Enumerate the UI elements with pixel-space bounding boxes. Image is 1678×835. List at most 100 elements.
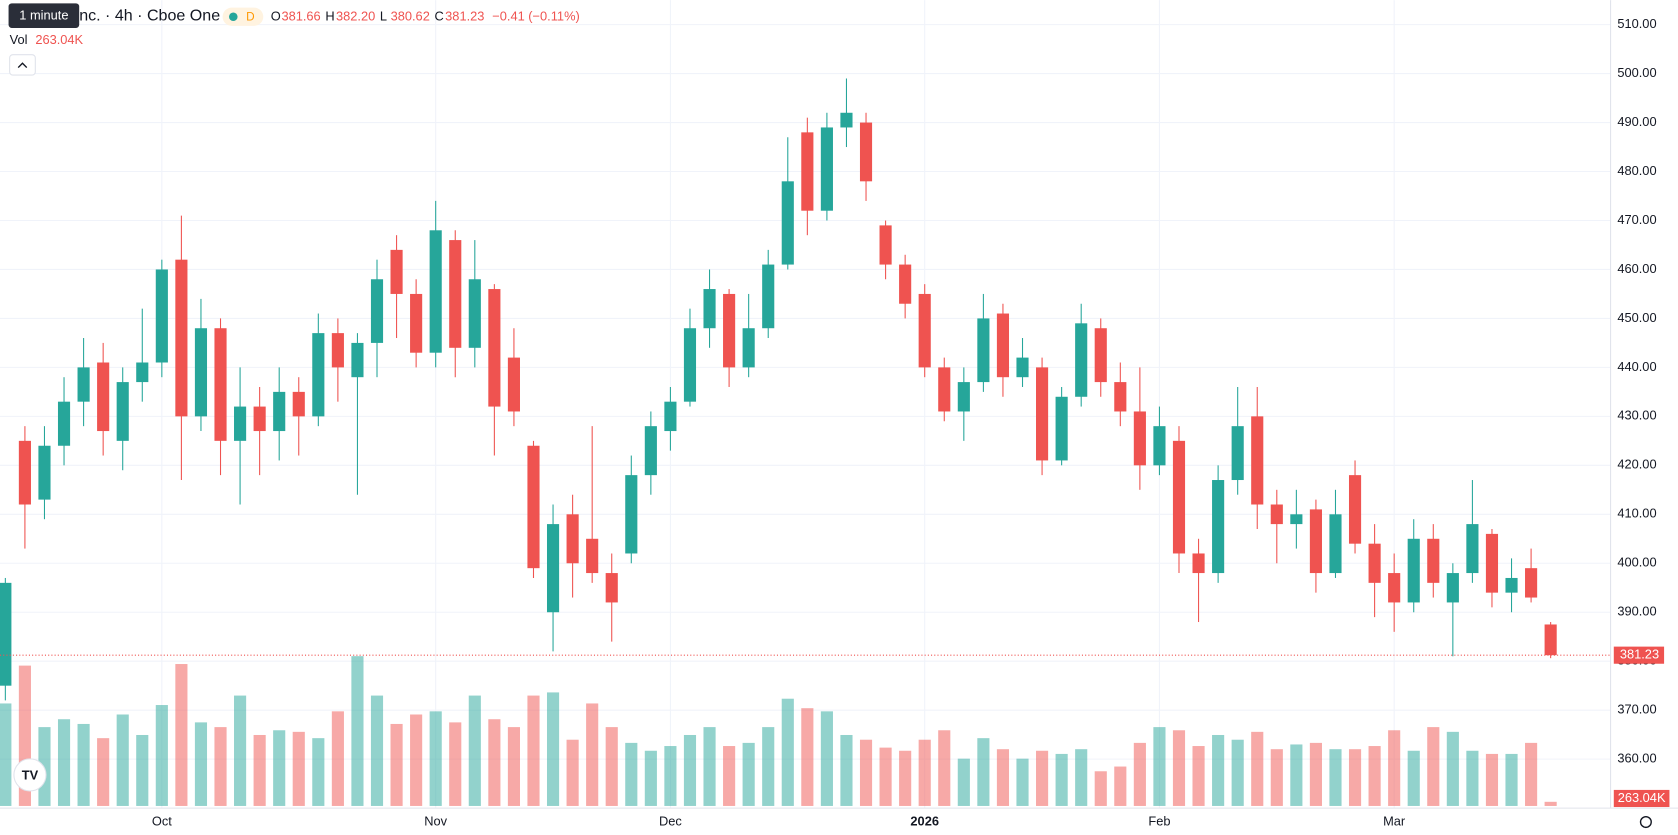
volume-bar [605, 727, 618, 806]
candle-body [1251, 416, 1264, 505]
candle-body [370, 279, 384, 343]
volume-bar [683, 734, 697, 806]
volume-bar [1094, 771, 1107, 806]
candle-body [1172, 440, 1186, 554]
candle-body [1290, 514, 1303, 525]
legend-key: C [434, 9, 443, 24]
y-tick-label: 360.00 [1617, 751, 1656, 766]
volume-title: Vol [10, 32, 28, 47]
candle-body [253, 406, 266, 432]
volume-bar [918, 739, 931, 806]
last-price-tag [1613, 646, 1665, 664]
volume-bar [1172, 730, 1186, 806]
chart-title[interactable]: nc. · 4h · Cboe One [79, 6, 220, 24]
candle-body [468, 279, 481, 348]
settings-icon[interactable] [1639, 815, 1652, 829]
candle-body [57, 401, 71, 446]
volume-tag [1613, 789, 1670, 808]
volume-bar [859, 739, 873, 806]
volume-bar [899, 750, 912, 806]
volume-bar [1525, 742, 1538, 806]
candle-body [1446, 573, 1459, 603]
volume-bar [1251, 731, 1264, 806]
volume-bar [312, 738, 325, 806]
candle-body [781, 181, 794, 265]
candle-body [1231, 426, 1244, 481]
volume-bar [664, 746, 677, 806]
volume-bar [57, 719, 71, 806]
candle-body [449, 240, 462, 348]
volume-bar [273, 730, 286, 806]
y-tick-label: 450.00 [1617, 310, 1656, 325]
volume-bar [586, 703, 599, 806]
y-tick-label: 480.00 [1617, 163, 1656, 178]
volume-bar [1427, 727, 1440, 806]
candle-body [390, 249, 403, 294]
candle-body [820, 127, 833, 211]
volume-bar [488, 719, 501, 806]
candle-body [1153, 426, 1166, 466]
collapse-button[interactable] [9, 54, 36, 76]
y-tick-label: 400.00 [1617, 555, 1656, 570]
volume-bar [996, 749, 1010, 806]
status-badge[interactable] [222, 7, 264, 26]
y-tick-label: 460.00 [1617, 261, 1656, 276]
volume-bar [1388, 730, 1401, 806]
candle-body [1466, 524, 1479, 574]
candle-body [0, 582, 12, 686]
candle-body [312, 333, 325, 417]
legend-key: O [271, 9, 281, 24]
candle-body [38, 445, 51, 500]
volume-bar [0, 703, 12, 806]
volume-bar [1466, 750, 1479, 806]
volume-bar [116, 714, 129, 806]
volume-bar [625, 742, 638, 806]
candle-body [1485, 533, 1499, 593]
volume-bar [390, 723, 403, 806]
volume-bar [1368, 746, 1381, 806]
candle-body [1094, 328, 1107, 383]
volume-bar [214, 727, 227, 806]
tooltip: 1 minute [19, 8, 68, 23]
candle-body [155, 269, 168, 363]
tooltip-bg [8, 3, 80, 28]
y-tick-label: 440.00 [1617, 359, 1656, 374]
volume-bar [429, 711, 442, 806]
volume-bar [1153, 727, 1166, 806]
candle-body [292, 391, 305, 417]
volume-bar [194, 722, 208, 806]
candle-body [899, 264, 912, 304]
collapse-icon [17, 62, 28, 69]
candle-body [1329, 514, 1342, 574]
candle-body [1055, 396, 1068, 461]
grid [0, 0, 1611, 809]
candle-body [1114, 382, 1127, 412]
volume-bar [1544, 801, 1557, 806]
volume-bar [977, 738, 990, 806]
volume-bar [410, 714, 423, 806]
candle-body [1036, 367, 1049, 461]
candle-body [507, 357, 520, 412]
volume-bar [136, 734, 149, 806]
candle-body [703, 289, 716, 329]
candle-body [801, 132, 814, 211]
volume-bar [292, 731, 305, 806]
y-tick-label: 510.00 [1617, 16, 1656, 31]
candle-body [723, 293, 736, 368]
volume-bar [820, 711, 833, 806]
x-tick-label: Dec [659, 813, 682, 828]
volume-bar [781, 698, 794, 806]
ohlc-legend: O 381.66 H 382.20 L 380.62 C 381.23 [271, 9, 485, 24]
candle-body [1505, 577, 1518, 593]
volume-bar [253, 734, 266, 806]
x-tick-label: Oct [152, 813, 172, 828]
legend-value: 381.66 [281, 9, 320, 24]
volume-bar [801, 708, 814, 806]
candle-body [644, 426, 657, 476]
y-tick-label: 500.00 [1617, 65, 1656, 80]
candle-body [742, 328, 755, 368]
volume-bar [1309, 742, 1322, 806]
logo[interactable] [13, 758, 47, 792]
volume-bar [1036, 750, 1049, 806]
